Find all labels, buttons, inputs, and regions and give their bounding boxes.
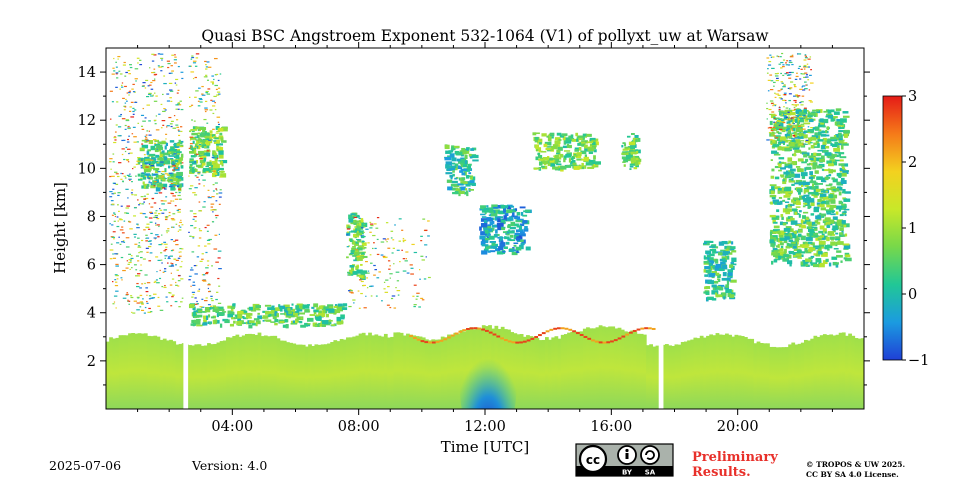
copyright-line2: CC BY SA 4.0 License.: [806, 470, 899, 479]
y-axis-label: Height [km]: [51, 182, 69, 274]
y-tick-label: 4: [87, 306, 96, 322]
preliminary-label-line2: Results.: [692, 465, 751, 480]
boundary-layer: [106, 325, 864, 409]
noise-speckles: [109, 52, 814, 314]
x-axis: 04:00 08:00 12:00 16:00 20:00: [137, 42, 833, 435]
cirrus-2130: [769, 108, 852, 268]
y-tick-label: 12: [78, 113, 96, 129]
cloud-1930: [702, 240, 737, 302]
x-tick-label: 12:00: [464, 419, 506, 435]
colorbar-tick-label: −1: [908, 353, 929, 369]
x-axis-label: Time [UTC]: [441, 438, 530, 456]
x-tick-label: 16:00: [590, 419, 632, 435]
plot-area: [106, 48, 864, 409]
cirrus-1430: [532, 132, 601, 172]
cirrus-1215: [479, 204, 532, 256]
x-tick-label: 20:00: [717, 419, 759, 435]
chart-title: Quasi BSC Angstroem Exponent 532-1064 (V…: [201, 27, 769, 45]
y-tick-label: 10: [78, 161, 96, 177]
colorbar-tick-label: 0: [908, 287, 917, 303]
cirrus-1630: [621, 133, 642, 171]
colorbar-gradient: [882, 95, 903, 361]
footer-date: 2025-07-06: [49, 458, 121, 473]
svg-text:SA: SA: [645, 469, 656, 477]
y-tick-label: 6: [87, 258, 96, 274]
svg-text:cc: cc: [586, 453, 600, 467]
data-gap: [183, 48, 189, 409]
noon-convective-core: [459, 329, 517, 409]
colorbar-tick-label: 1: [908, 221, 917, 237]
y-tick-label: 8: [87, 209, 96, 225]
morning-aerosol-layer: [188, 303, 348, 329]
y-tick-label: 2: [87, 354, 96, 370]
svg-text:BY: BY: [622, 469, 633, 477]
cc-by-sa-icon: cc BY SA: [575, 443, 674, 477]
colorbar-tick-label: 3: [908, 89, 917, 105]
cirrus-0130: [137, 139, 187, 192]
footer-version: Version: 4.0: [191, 458, 267, 473]
data-gap: [658, 48, 664, 409]
copyright-line1: © TROPOS & UW 2025.: [806, 460, 905, 469]
y-axis: 2 4 6 8 10 12 14: [78, 65, 870, 386]
x-tick-label: 04:00: [211, 419, 253, 435]
y-tick-label: 14: [78, 65, 96, 81]
x-tick-label: 08:00: [338, 419, 380, 435]
cirrus-1100: [444, 144, 479, 197]
colorbar: 3 2 1 0 −1: [882, 89, 929, 369]
colorbar-tick-label: 2: [908, 155, 917, 171]
preliminary-label-line1: Preliminary: [692, 450, 778, 465]
